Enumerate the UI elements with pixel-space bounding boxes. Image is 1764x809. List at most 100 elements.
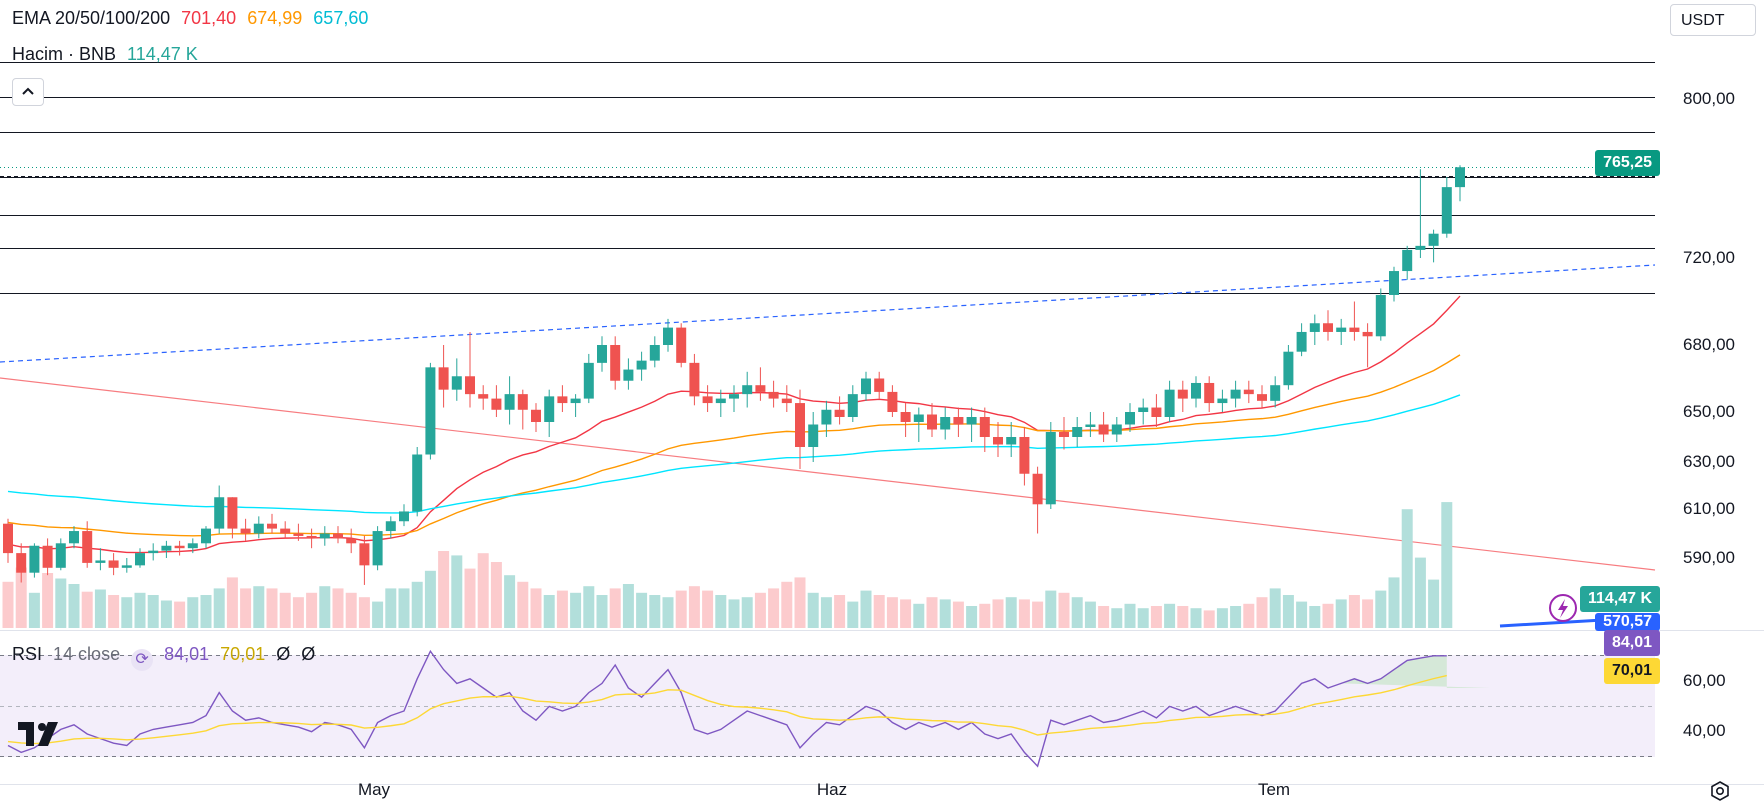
candle-body [1019,437,1030,474]
volume-bar [372,601,384,628]
candle-body [742,385,753,395]
volume-bar [886,597,898,628]
candle-body [1349,327,1360,332]
volume-bar [81,591,93,628]
candle-body [979,417,990,437]
ema100-line [7,394,1461,514]
candle-body [1309,323,1320,332]
candle-body [531,409,541,422]
volume-bar [1018,599,1030,628]
candle-body [1085,424,1096,427]
volume-bar [952,601,964,628]
rsi-value: 84,01 [164,644,210,664]
candle-body [861,378,871,395]
candle-body [676,327,687,363]
volume-bar [1401,509,1413,628]
volume-legend-label: Hacim · BNB [12,44,117,64]
volume-bar [966,606,978,628]
candle-body [1270,385,1281,401]
candle-body [214,497,225,529]
descending-trendline [0,377,1656,571]
volume-bar [15,567,27,628]
chevron-up-icon [22,87,34,95]
volume-bar [715,595,727,628]
volume-bar [873,595,885,628]
ema50-line [7,354,1461,537]
volume-bar [358,597,370,628]
volume-bar [556,590,568,628]
volume-bar [266,588,278,628]
rsi-empty-1: Ø [276,644,291,664]
rsi-empty-2: Ø [301,644,316,664]
volume-bar [108,595,120,628]
volume-bar [424,570,436,628]
candle-body [1125,412,1135,425]
candle-body [372,531,383,566]
candle-body [108,560,119,568]
volume-bar [939,599,951,628]
last-price-label: 765,25 [1595,150,1660,176]
candle-body [1415,245,1426,250]
candle-body [1032,473,1043,505]
collapse-legend-button[interactable] [12,78,44,106]
volume-bar [979,603,991,628]
volume-bar [319,586,331,628]
volume-bar [1322,603,1334,628]
volume-bar [1362,599,1374,628]
candle-body [333,533,343,539]
volume-bar [649,595,661,628]
candle-body [451,376,462,390]
settings-gear-icon[interactable] [1708,780,1732,804]
candle-body [1059,432,1069,437]
volume-bar [1005,597,1017,628]
candle-body [16,553,27,573]
rsi-refresh-icon[interactable]: ⟳ [131,649,154,671]
candle-body [1428,233,1439,246]
candle-body [715,398,726,404]
candle-body [1177,389,1188,399]
volume-bar [1084,601,1096,628]
candle-body [1191,382,1201,399]
volume-bar [160,600,172,628]
candle-body [438,367,449,390]
volume-bar [55,578,67,628]
currency-selector[interactable]: USDT [1670,4,1756,36]
candle-body [755,385,766,392]
candle-body [174,545,185,549]
candle-body [478,394,489,399]
volume-bar [530,588,542,628]
volume-bar [1216,608,1228,628]
candle-body [3,523,13,554]
volume-bar [345,592,357,628]
ascending-trendline [0,264,1656,363]
volume-bar [68,584,80,628]
candle-body [1164,389,1175,417]
volume-bar [794,577,806,628]
candle-body [1098,424,1109,435]
candle-body [847,394,858,417]
candle-body [1296,331,1307,352]
candle-body [570,398,581,404]
volume-bar [1296,601,1308,628]
rsi-axis-tick: 40,00 [1683,721,1726,740]
rsi-ma-price-label: 70,01 [1603,658,1660,684]
rsi-legend-params: 14 close [53,644,121,664]
candle-body [781,398,792,404]
candle-body [702,396,713,404]
candle-body [544,396,555,422]
lightning-bolt [1558,599,1568,618]
volume-bar [1032,601,1044,628]
volume-bar [583,586,595,628]
volume-bar [662,597,674,628]
candle-body [913,414,924,422]
volume-bar [847,601,859,628]
volume-bar [1230,606,1242,628]
volume-bar [477,553,489,628]
volume-bar [332,588,344,628]
volume-bar [1388,577,1400,628]
volume-bar [543,595,555,628]
ema100-value: 657,60 [313,8,369,28]
volume-bar [306,592,318,628]
volume-bar [1309,606,1321,628]
